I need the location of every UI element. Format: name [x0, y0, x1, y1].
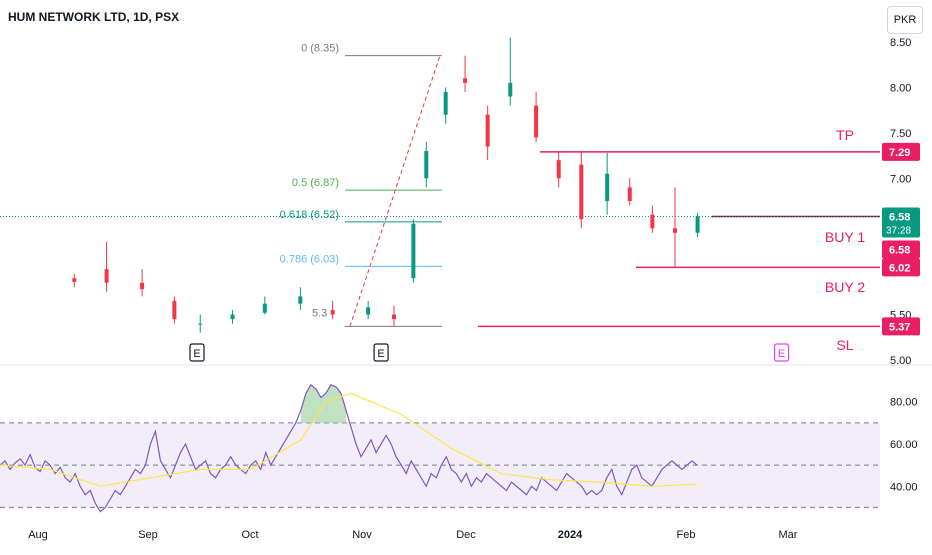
time-tick-label: Aug	[28, 529, 48, 541]
rsi-tick-label: 60.00	[890, 439, 918, 451]
buy1-price-tag: 6.58	[889, 244, 910, 256]
currency-button[interactable]: PKR	[887, 6, 923, 34]
candle-body	[463, 78, 468, 83]
candle-body	[72, 278, 77, 282]
fib-trendline	[349, 55, 441, 327]
price-tick-label: 8.50	[890, 37, 911, 49]
rsi-line	[0, 383, 698, 513]
trade-levels[interactable]: TP BUY 1 BUY 2 SL	[0, 127, 880, 353]
trade-price-tag-bg	[882, 258, 920, 277]
time-tick-label: Feb	[677, 529, 696, 541]
price-tags: 7.29 6.02 5.37 6.58 37:28 6.58	[882, 142, 920, 336]
candle-body	[579, 164, 584, 220]
fibonacci-levels[interactable]: 0 (8.35) 0.5 (6.87) 0.618 (6.52) 0.786 (6.0…	[280, 43, 442, 327]
chart-title: HUM NETWORK LTD, 1D, PSX	[8, 10, 180, 24]
time-tick-label: Mar	[779, 529, 798, 541]
time-tick-label: Nov	[352, 529, 372, 541]
candle-body	[140, 282, 145, 290]
candle-body	[443, 91, 448, 115]
trade-price-tag-bg	[882, 142, 920, 161]
candle-body	[330, 310, 335, 315]
trade-level-name: BUY 1	[825, 229, 865, 245]
candle-body	[198, 323, 203, 325]
trade-level-name: SL	[836, 337, 853, 353]
rsi-overbought-fill	[300, 384, 346, 423]
trade-price-tag: 5.37	[889, 321, 910, 333]
rsi-panel[interactable]	[0, 383, 880, 513]
fib-level-label: 0.618 (6.52)	[280, 209, 339, 221]
trade-price-tag: 6.02	[889, 262, 910, 274]
earnings-marker-box	[189, 343, 205, 362]
rsi-tick-label: 80.00	[890, 397, 918, 409]
candle-body	[534, 105, 539, 138]
buy1-price-tag-bg	[882, 240, 920, 259]
candle-body	[508, 82, 513, 97]
candle-body	[262, 303, 267, 313]
price-tick-label: 7.00	[890, 173, 911, 185]
candle-body	[485, 114, 490, 147]
candle-body	[672, 228, 677, 233]
trade-price-tag-bg	[882, 317, 920, 336]
candle-body	[424, 151, 429, 179]
earnings-marker-label: E	[377, 348, 384, 360]
time-tick-label: Oct	[241, 529, 258, 541]
last-price-countdown: 37:28	[886, 225, 911, 236]
axes: 8.508.007.507.005.505.0080.0060.0040.00A…	[28, 37, 917, 541]
candle-body	[556, 160, 561, 179]
earnings-marker-label: E	[193, 348, 200, 360]
candle-body	[392, 314, 396, 320]
fib-level-label: 0.786 (6.03)	[280, 253, 339, 265]
candle-body	[172, 300, 177, 320]
candle-body	[230, 314, 235, 320]
price-tick-label: 8.00	[890, 82, 911, 94]
trade-level-name: TP	[836, 127, 854, 143]
last-price-tag-bg	[882, 207, 920, 238]
candle-body	[411, 223, 416, 279]
candle-body	[104, 269, 109, 283]
time-tick-label: Sep	[138, 529, 158, 541]
earnings-marker-box	[773, 343, 790, 362]
time-tick-label: 2024	[558, 529, 583, 541]
last-price-tag: 6.58	[889, 211, 910, 223]
candle-body	[627, 187, 632, 201]
candle-body	[366, 307, 371, 315]
earnings-marker-box	[373, 343, 389, 362]
fib-level-label: 0 (8.35)	[301, 43, 339, 55]
fib-level-label: 5.3	[312, 307, 327, 319]
candle-body	[298, 296, 303, 304]
rsi_ma-line	[0, 392, 698, 487]
rsi-tick-label: 40.00	[890, 481, 918, 493]
candle-body	[605, 173, 610, 201]
trade-price-tag: 7.29	[889, 147, 910, 159]
earnings-marker-label: E	[778, 348, 785, 360]
trade-level-name: BUY 2	[825, 279, 865, 295]
price-tick-label: 7.50	[890, 128, 911, 140]
candle-body	[695, 216, 700, 233]
time-tick-label: Dec	[456, 529, 476, 541]
candle-body	[650, 214, 655, 229]
candles[interactable]	[72, 37, 700, 333]
price-tick-label: 5.00	[890, 355, 911, 367]
fib-level-label: 0.5 (6.87)	[292, 177, 339, 189]
